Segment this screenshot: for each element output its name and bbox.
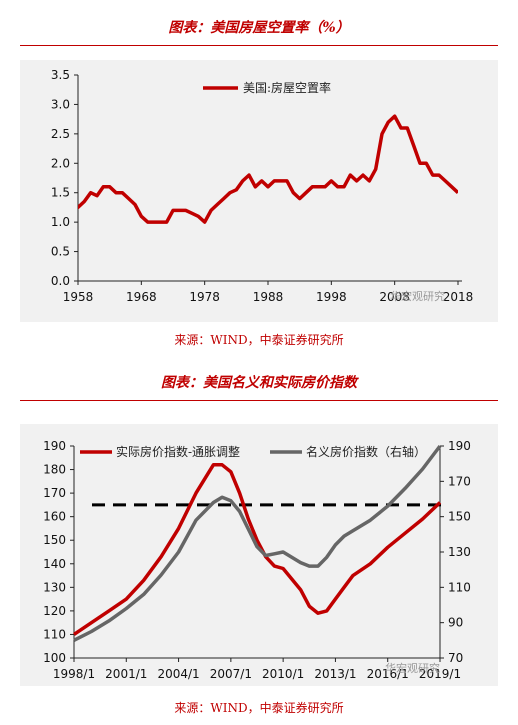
- chart2-panel: [20, 424, 498, 686]
- chart1-panel: [20, 60, 498, 322]
- chart2-title-rule: [20, 400, 498, 401]
- chart1-title: 图表：美国房屋空置率（%）: [168, 20, 350, 36]
- chart2-source: 来源：WIND，中泰证券研究所: [174, 701, 344, 715]
- chart2-title: 图表：美国名义和实际房价指数: [161, 375, 357, 391]
- chart1-title-rule: [20, 45, 498, 46]
- chart1-source: 来源：WIND，中泰证券研究所: [174, 333, 344, 347]
